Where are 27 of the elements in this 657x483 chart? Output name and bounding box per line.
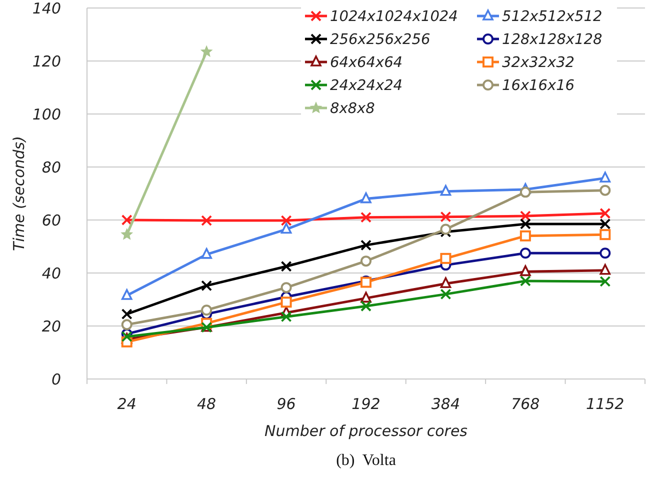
legend-label: 256x256x256 <box>330 32 430 48</box>
y-tick-label: 0 <box>51 370 61 388</box>
y-tick-label: 40 <box>42 264 61 282</box>
legend-label: 512x512x512 <box>502 9 602 26</box>
x-tick-label: 1152 <box>586 395 624 413</box>
x-tick-label: 192 <box>352 395 380 413</box>
y-tick-label: 140 <box>32 0 61 18</box>
x-tick-label: 384 <box>431 395 460 413</box>
y-tick-label: 20 <box>42 317 61 336</box>
x-axis-title: Number of processor cores <box>264 422 468 440</box>
text: (b) Volta <box>336 452 396 469</box>
y-tick-label: 80 <box>42 158 61 176</box>
legend-label: 16x16x16 <box>502 78 575 94</box>
legend-label: 1024x1024x1024 <box>330 9 458 26</box>
y-axis-title: Time (seconds) <box>10 136 28 251</box>
y-tick-label: 100 <box>32 105 61 124</box>
legend-label: 64x64x64 <box>330 55 403 72</box>
y-tick-label: 60 <box>42 211 61 230</box>
legend-label: 128x128x128 <box>502 32 602 48</box>
x-tick-label: 48 <box>197 395 216 413</box>
legend-label: 32x32x32 <box>502 55 575 72</box>
x-tick-label: 24 <box>117 395 136 413</box>
legend-label: 24x24x24 <box>330 78 403 94</box>
x-tick-label: 96 <box>276 395 296 413</box>
y-tick-label: 120 <box>32 52 61 70</box>
legend-label: 8x8x8 <box>330 101 375 118</box>
x-tick-label: 768 <box>511 395 540 413</box>
